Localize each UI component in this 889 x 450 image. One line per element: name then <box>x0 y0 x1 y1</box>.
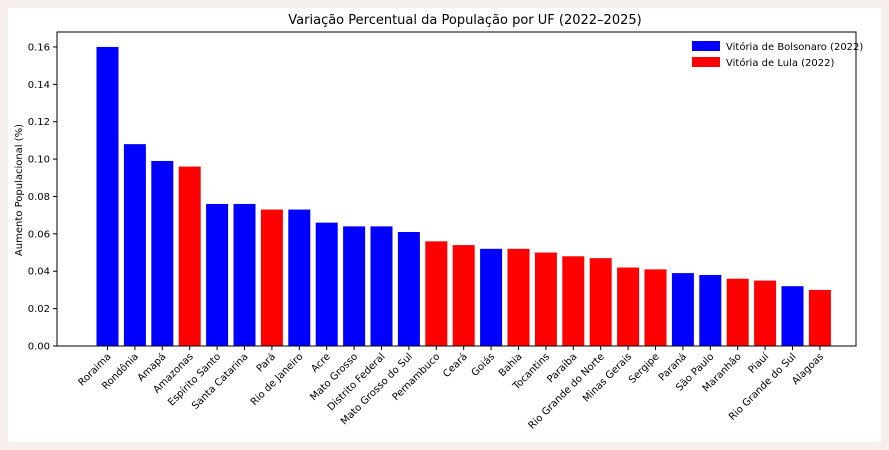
bar <box>534 252 557 346</box>
legend-label: Vitória de Lula (2022) <box>726 57 834 69</box>
y-tick-label: 0.00 <box>28 342 50 353</box>
bar <box>206 203 229 346</box>
y-tick-label: 0.10 <box>28 155 50 166</box>
bar <box>315 222 338 346</box>
bar <box>96 46 119 346</box>
bar <box>151 160 174 346</box>
bar <box>123 144 146 346</box>
bar <box>260 209 283 346</box>
bar <box>726 278 749 346</box>
bar <box>370 226 393 346</box>
y-tick-label: 0.02 <box>28 304 50 315</box>
bar <box>617 267 640 346</box>
bar <box>397 231 420 346</box>
bar <box>178 166 201 346</box>
bar <box>562 256 585 346</box>
legend-swatch <box>692 57 720 67</box>
legend-label: Vitória de Bolsonaro (2022) <box>726 41 863 53</box>
bar <box>452 245 475 346</box>
bar <box>480 248 503 346</box>
bar <box>589 258 612 346</box>
bar <box>343 226 366 346</box>
bar <box>781 286 804 346</box>
legend-swatch <box>692 41 720 51</box>
y-axis-label: Aumento Populacional (%) <box>14 124 25 256</box>
y-tick-label: 0.16 <box>28 42 50 53</box>
legend: Vitória de Bolsonaro (2022) Vitória de Lu… <box>692 41 863 69</box>
bar <box>425 241 448 346</box>
bar <box>644 269 667 346</box>
y-tick-label: 0.08 <box>28 192 50 203</box>
plot-frame <box>56 31 857 347</box>
bar <box>507 248 530 346</box>
y-tick-label: 0.14 <box>28 80 50 91</box>
y-axis: 0.00 0.02 0.04 0.06 0.08 0.10 0.12 0.14 0.16 <box>28 42 57 353</box>
y-tick-label: 0.12 <box>28 117 50 128</box>
chart-title: Variação Percentual da População por UF … <box>288 13 641 28</box>
bar <box>699 274 722 346</box>
bars-group <box>96 46 831 346</box>
bar <box>671 273 694 346</box>
y-tick-label: 0.04 <box>28 267 50 278</box>
bar <box>754 280 777 346</box>
bar <box>288 209 311 346</box>
y-tick-label: 0.06 <box>28 229 50 240</box>
bar <box>808 289 831 346</box>
bar <box>233 203 256 346</box>
